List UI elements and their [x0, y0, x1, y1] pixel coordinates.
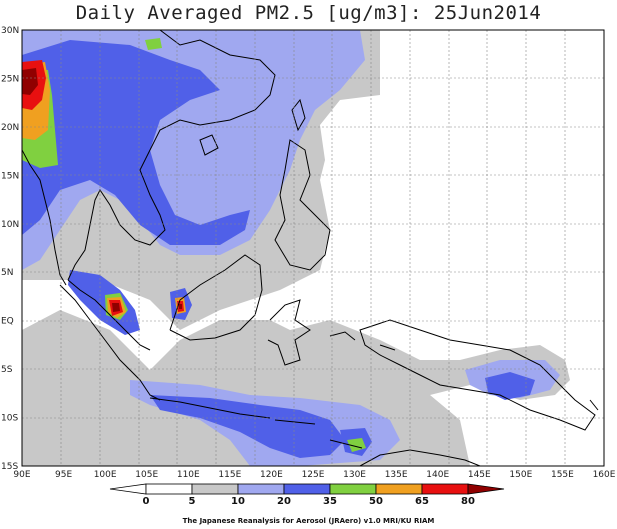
- colorbar-box: [329, 483, 377, 495]
- colorbar: 0 5 10 20 35 50 65 80: [109, 483, 505, 507]
- lon-tick-label: 95E: [55, 470, 72, 480]
- field-blue-malaya: [68, 270, 140, 335]
- map-title: Daily Averaged PM2.5 [ug/m3]: 25Jun2014: [75, 2, 542, 24]
- field-lightblue-patch-east: [205, 140, 245, 165]
- lon-tick-label: 100E: [94, 470, 117, 480]
- colorbar-label: 65: [415, 496, 429, 507]
- field-blue-png: [485, 372, 535, 400]
- colorbar-label: 50: [369, 496, 383, 507]
- lat-tick-label: 25N: [1, 74, 19, 84]
- longitude-labels: 90E 95E 100E 105E 110E 115E 120E 125E 130E 135E 14…: [13, 470, 615, 480]
- field-green-timor: [347, 438, 366, 452]
- lon-tick-label: 90E: [13, 470, 30, 480]
- colorbar-box: [421, 483, 469, 495]
- field-green-north: [145, 38, 162, 50]
- lat-tick-label: 5S: [1, 365, 13, 375]
- field-gray-south: [22, 310, 570, 466]
- colorbar-label: 80: [461, 496, 475, 507]
- lat-tick-label: 15N: [1, 171, 19, 181]
- latitude-labels: 30N 25N 20N 15N 10N 5N EQ 5S 10S 15S: [1, 26, 19, 472]
- field-darkred-borneo: [179, 304, 182, 309]
- colorbar-box: [237, 483, 285, 495]
- lon-tick-label: 125E: [302, 470, 325, 480]
- lon-tick-label: 155E: [551, 470, 574, 480]
- field-darkred-sumatra: [112, 303, 120, 312]
- lon-tick-label: 150E: [509, 470, 532, 480]
- lon-tick-label: 110E: [177, 470, 200, 480]
- colorbar-label: 0: [143, 496, 150, 507]
- lon-tick-label: 160E: [593, 470, 616, 480]
- lon-tick-label: 145E: [468, 470, 491, 480]
- grid: [22, 30, 604, 466]
- lon-tick-label: 135E: [385, 470, 408, 480]
- colorbar-label: 35: [323, 496, 337, 507]
- colorbar-arrow-left: [109, 483, 147, 495]
- lat-tick-label: 20N: [1, 123, 19, 133]
- lon-tick-label: 140E: [426, 470, 449, 480]
- colorbar-label: 20: [277, 496, 291, 507]
- plot-frame: [21, 29, 605, 467]
- lat-tick-label: 10N: [1, 220, 19, 230]
- colorbar-box: [283, 483, 331, 495]
- lat-tick-label: 30N: [1, 26, 19, 36]
- colorbar-box: [145, 483, 193, 495]
- field-darkred-west: [22, 68, 38, 95]
- credit-text: The Japanese Reanalysis for Aerosol (JRA…: [182, 517, 435, 525]
- concentration-fields: [22, 30, 570, 466]
- lon-tick-label: 130E: [343, 470, 366, 480]
- coastlines: [22, 30, 599, 466]
- lat-tick-label: 5N: [1, 268, 13, 278]
- lat-tick-label: EQ: [1, 317, 14, 327]
- lat-tick-label: 10S: [1, 414, 18, 424]
- field-blue-west: [22, 40, 250, 245]
- lon-tick-label: 105E: [135, 470, 158, 480]
- colorbar-arrow-right: [467, 483, 505, 495]
- lon-tick-label: 120E: [260, 470, 283, 480]
- colorbar-label: 10: [231, 496, 245, 507]
- colorbar-label: 5: [189, 496, 196, 507]
- colorbar-box: [191, 483, 239, 495]
- colorbar-box: [375, 483, 423, 495]
- field-blue-java: [150, 395, 345, 458]
- lon-tick-label: 115E: [218, 470, 241, 480]
- lat-tick-label: 15S: [1, 462, 18, 472]
